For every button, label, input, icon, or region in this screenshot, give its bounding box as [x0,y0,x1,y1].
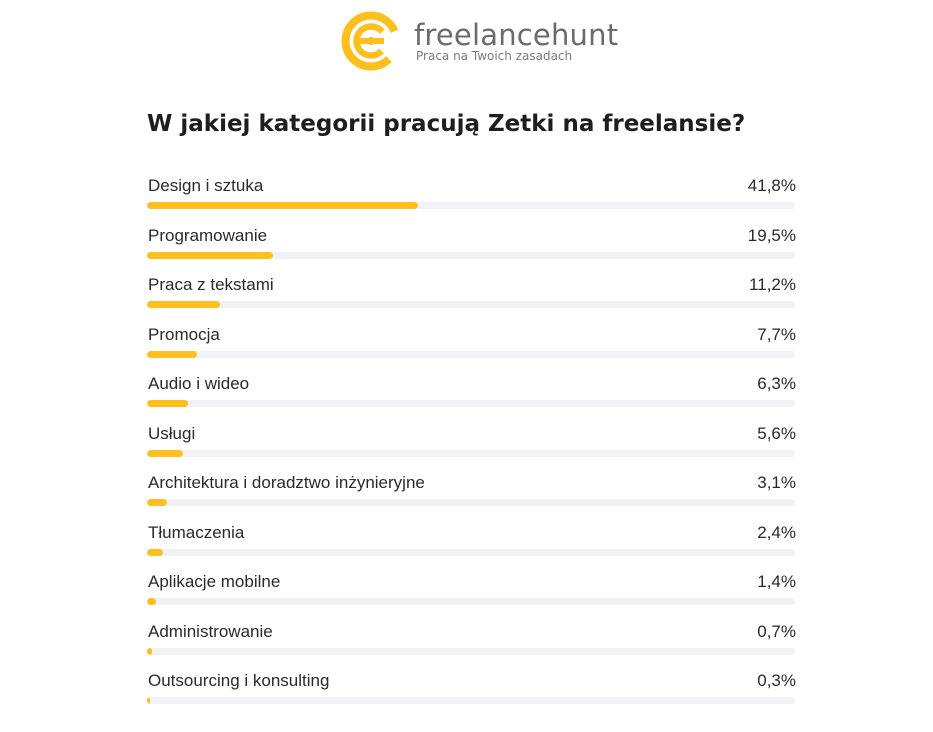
bar-track [147,697,795,704]
value-label: 19,5% [747,225,796,245]
bar [147,449,184,457]
bar-row: Usługi 5,6% [147,420,797,470]
bar-track [147,449,795,457]
value-label: 41,8% [747,176,796,195]
value-label: 6,3% [757,374,796,393]
value-label: 11,2% [749,275,796,294]
value-label: 5,6% [757,423,796,443]
bar [147,350,197,358]
bar-row: Architektura i doradztwo inżynieryjne 3,1… [147,469,797,519]
brand-logo: freelancehunt Praca na Twoich zasadach [338,8,618,74]
brand-text: freelancehunt Praca na Twoich zasadach [414,20,618,63]
bar-row: Audio i wideo 6,3% [147,370,797,420]
bar-row: Programowanie 19,5% [147,222,797,272]
bar-row: Promocja 7,7% [147,321,797,371]
value-label: 7,7% [757,324,796,344]
bar-chart: Design i sztuka 41,8% Programowanie 19,5% Pr… [147,172,797,717]
bar-track [147,202,795,209]
bar-row: Outsourcing i konsulting 0,3% [147,667,797,717]
bar-track [147,647,795,655]
value-label: 1,4% [757,572,796,591]
bar [147,301,220,308]
value-label: 0,3% [757,671,796,690]
category-label: Aplikacje mobilne [148,572,281,591]
bar-row: Tłumaczenia 2,4% [147,519,797,569]
bar [147,400,188,407]
chart-title: W jakiej kategorii pracują Zetki na free… [147,111,746,137]
bar-row: Aplikacje mobilne 1,4% [147,568,797,618]
bar-track [147,499,795,506]
bar-track [147,400,795,407]
bar-track [147,598,795,605]
bar-row: Praca z tekstami 11,2% [147,271,797,321]
bar-row: Design i sztuka 41,8% [147,172,797,222]
bar [147,499,168,506]
bar-track [147,350,795,358]
value-label: 0,7% [757,621,796,641]
category-label: Audio i wideo [148,374,250,393]
category-label: Architektura i doradztwo inżynieryjne [148,473,425,492]
freelancehunt-logo-icon [341,11,401,71]
bar-row: Administrowanie 0,7% [147,618,797,668]
bar [147,251,274,259]
category-label: Promocja [148,324,220,344]
category-label: Administrowanie [148,621,273,641]
value-label: 2,4% [757,522,796,542]
bar [147,548,163,556]
category-label: Outsourcing i konsulting [148,671,330,690]
category-label: Tłumaczenia [148,522,245,542]
brand-tagline: Praca na Twoich zasadach [416,48,573,63]
category-label: Praca z tekstami [148,275,274,294]
bar-track [147,251,795,259]
category-label: Programowanie [148,225,268,245]
brand-name: freelancehunt [414,17,619,52]
bar [147,598,157,605]
bar-track [147,548,795,556]
bar [147,202,418,209]
category-label: Usługi [148,423,196,443]
category-label: Design i sztuka [148,176,264,195]
value-label: 3,1% [757,473,796,492]
bar [147,647,152,655]
bar-track [147,301,795,308]
bar [147,697,150,704]
